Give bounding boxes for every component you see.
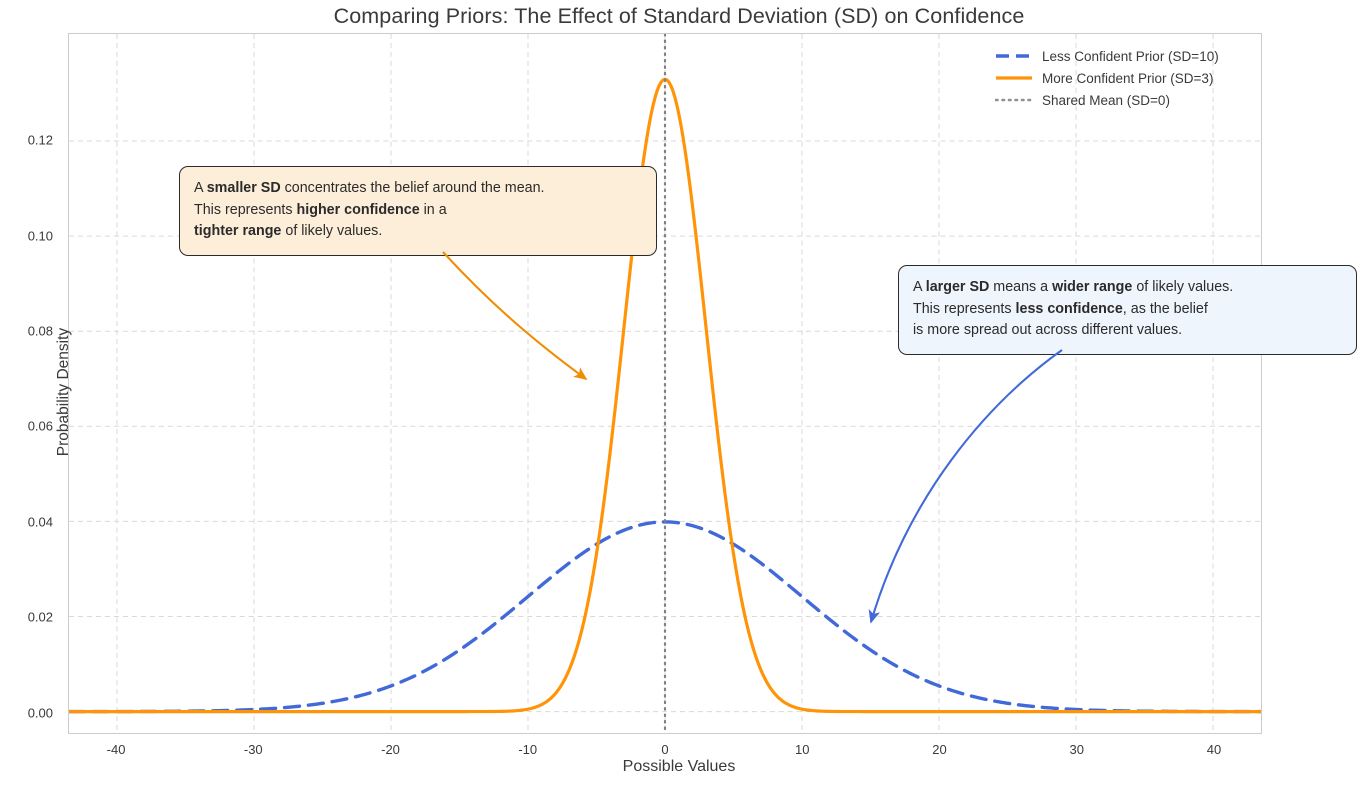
legend-item-label: Less Confident Prior (SD=10) <box>1042 48 1219 64</box>
annotation-line: A larger SD means a wider range of likel… <box>913 277 1342 299</box>
annotation-emphasis: less confidence <box>1015 300 1123 317</box>
y-tick-label: 0.04 <box>27 514 53 530</box>
legend-item[interactable]: More Confident Prior (SD=3) <box>995 69 1219 87</box>
legend-key-icon <box>995 98 1033 102</box>
x-tick-label: 30 <box>1069 742 1084 757</box>
annotation-emphasis: wider range <box>1052 279 1133 295</box>
legend-item-label: More Confident Prior (SD=3) <box>1042 70 1214 86</box>
legend-key-icon <box>996 54 1032 58</box>
x-tick-label: 20 <box>932 742 947 757</box>
x-tick-label: 0 <box>661 742 669 757</box>
annotation-line: tighter range of likely values. <box>194 221 642 243</box>
legend-item-label: Shared Mean (SD=0) <box>1042 92 1170 108</box>
annotation-emphasis: larger SD <box>925 279 990 295</box>
x-tick-label: 10 <box>795 742 810 757</box>
annotation-line: This represents higher confidence in a <box>194 200 642 222</box>
page-title: Comparing Priors: The Effect of Standard… <box>333 4 1025 28</box>
x-tick-label: 40 <box>1206 742 1222 757</box>
annotation-text: concentrates the belief around the mean. <box>280 180 545 196</box>
annotation-line: This represents less confidence, as the … <box>913 299 1342 321</box>
x-axis-label: Possible Values <box>622 758 736 775</box>
annotation-smaller-sd: A smaller SD concentrates the belief aro… <box>179 166 657 257</box>
plot-area <box>68 33 1262 734</box>
annotation-text: A <box>913 279 926 295</box>
annotation-text: of likely values. <box>281 223 383 240</box>
y-tick-label: 0.00 <box>27 705 53 721</box>
annotation-emphasis: smaller SD <box>206 180 281 196</box>
annotation-text: is more spread out across different valu… <box>913 322 1183 339</box>
legend-item[interactable]: Less Confident Prior (SD=10) <box>995 47 1219 65</box>
annotation-text: , as the belief <box>1122 300 1208 317</box>
y-tick-label: 0.12 <box>27 132 53 148</box>
annotation-emphasis: tighter range <box>194 223 282 240</box>
x-tick-label: -40 <box>106 742 126 757</box>
y-tick-label: 0.10 <box>27 228 53 244</box>
annotation-text: in a <box>419 201 447 218</box>
y-tick-label: 0.06 <box>27 418 53 434</box>
y-tick-label: 0.02 <box>27 609 53 625</box>
annotation-emphasis: higher confidence <box>296 201 420 218</box>
annotation-text: of likely values. <box>1132 279 1234 295</box>
x-tick-label: -30 <box>243 742 263 757</box>
annotation-text: A <box>194 180 207 196</box>
y-tick-label: 0.08 <box>27 323 53 339</box>
chart-legend: Less Confident Prior (SD=10) More Confide… <box>995 47 1219 109</box>
annotation-line: is more spread out across different valu… <box>913 320 1342 342</box>
legend-item[interactable]: Shared Mean (SD=0) <box>995 91 1219 109</box>
annotation-text: means a <box>989 279 1053 295</box>
data-curves <box>69 34 1261 733</box>
x-tick-label: -10 <box>518 742 538 757</box>
y-axis-label: Probability Density <box>55 327 72 457</box>
annotation-larger-sd: A larger SD means a wider range of likel… <box>898 265 1357 356</box>
annotation-text: This represents <box>194 201 297 218</box>
x-tick-label: -20 <box>381 742 400 757</box>
legend-key-icon <box>996 76 1032 80</box>
annotation-line: A smaller SD concentrates the belief aro… <box>194 178 642 200</box>
annotation-text: This represents <box>913 300 1016 317</box>
